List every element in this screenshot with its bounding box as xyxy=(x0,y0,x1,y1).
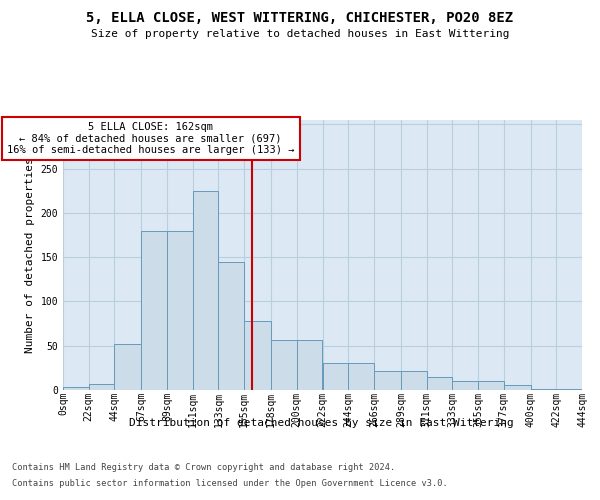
Text: Contains HM Land Registry data © Crown copyright and database right 2024.: Contains HM Land Registry data © Crown c… xyxy=(12,462,395,471)
Bar xyxy=(503,384,530,390)
Bar xyxy=(348,364,374,390)
Y-axis label: Number of detached properties: Number of detached properties xyxy=(25,157,35,353)
Bar xyxy=(167,230,193,390)
Bar xyxy=(427,376,452,390)
Bar xyxy=(89,384,115,390)
Text: Distribution of detached houses by size in East Wittering: Distribution of detached houses by size … xyxy=(128,418,514,428)
Bar xyxy=(530,389,556,390)
Bar xyxy=(401,372,427,390)
Text: Size of property relative to detached houses in East Wittering: Size of property relative to detached ho… xyxy=(91,29,509,39)
Bar xyxy=(556,389,582,390)
Text: 5, ELLA CLOSE, WEST WITTERING, CHICHESTER, PO20 8EZ: 5, ELLA CLOSE, WEST WITTERING, CHICHESTE… xyxy=(86,11,514,25)
Bar xyxy=(193,191,218,390)
Bar xyxy=(297,340,323,390)
Bar xyxy=(244,321,271,390)
Bar xyxy=(142,230,167,390)
Bar xyxy=(63,388,89,390)
Bar xyxy=(218,262,244,390)
Bar xyxy=(374,372,401,390)
Bar xyxy=(452,381,478,390)
Bar xyxy=(478,381,503,390)
Text: Contains public sector information licensed under the Open Government Licence v3: Contains public sector information licen… xyxy=(12,479,448,488)
Bar xyxy=(115,344,142,390)
Bar xyxy=(323,364,348,390)
Text: 5 ELLA CLOSE: 162sqm
← 84% of detached houses are smaller (697)
16% of semi-deta: 5 ELLA CLOSE: 162sqm ← 84% of detached h… xyxy=(7,122,295,155)
Bar xyxy=(271,340,297,390)
